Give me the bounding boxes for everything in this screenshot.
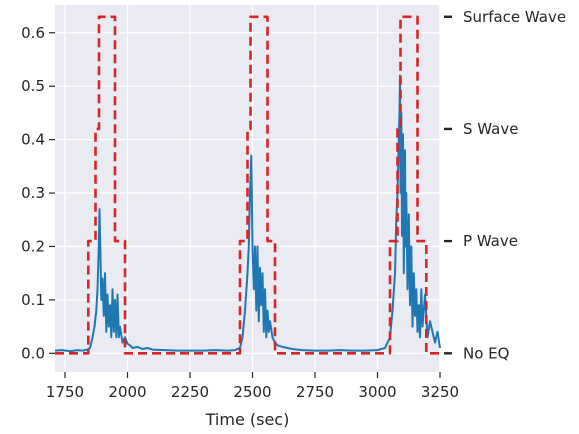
y-tick-label: 0.4 bbox=[21, 131, 45, 149]
x-axis: 1750 2000 2250 2500 2750 3000 3250 bbox=[46, 372, 459, 401]
right-tick-label: P Wave bbox=[463, 232, 518, 250]
y-tick-label: 0.3 bbox=[21, 184, 45, 202]
y-axis: 0.0 0.1 0.2 0.3 0.4 0.5 0.6 bbox=[21, 24, 55, 362]
x-axis-label: Time (sec) bbox=[205, 410, 290, 429]
right-tick-label: Surface Wave bbox=[463, 8, 566, 26]
x-tick-label: 2250 bbox=[171, 383, 209, 401]
right-axis: No EQ P Wave S Wave Surface Wave bbox=[444, 8, 566, 362]
x-tick-label: 2500 bbox=[233, 383, 271, 401]
y-tick-label: 0.5 bbox=[21, 77, 45, 95]
y-tick-label: 0.0 bbox=[21, 344, 45, 362]
x-tick-label: 2000 bbox=[108, 383, 146, 401]
right-tick-label: No EQ bbox=[463, 344, 509, 362]
x-tick-label: 2750 bbox=[296, 383, 334, 401]
right-tick-label: S Wave bbox=[463, 120, 518, 138]
x-tick-label: 3000 bbox=[358, 383, 396, 401]
y-tick-label: 0.6 bbox=[21, 24, 45, 42]
y-tick-label: 0.2 bbox=[21, 237, 45, 255]
x-tick-label: 1750 bbox=[46, 383, 84, 401]
y-tick-label: 0.1 bbox=[21, 291, 45, 309]
class-step-series-line bbox=[55, 15, 440, 355]
amplitude-series-line bbox=[54, 74, 441, 353]
series-layer bbox=[54, 15, 441, 355]
x-tick-label: 3250 bbox=[421, 383, 459, 401]
